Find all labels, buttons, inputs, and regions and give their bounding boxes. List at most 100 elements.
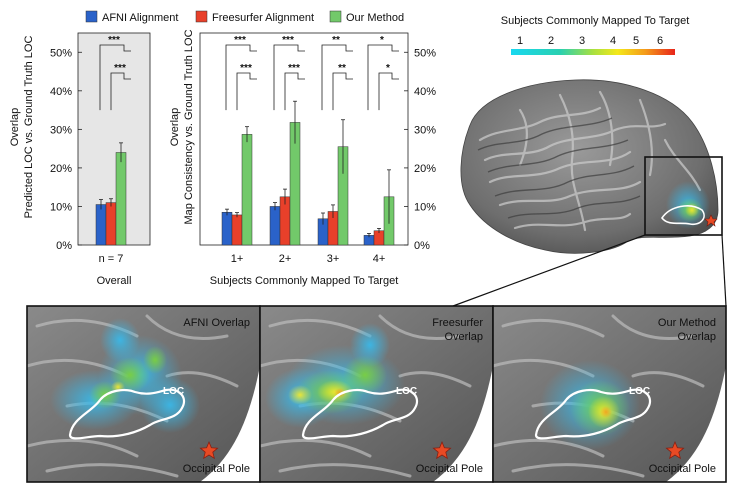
legend-label-afni: AFNI Alignment [102,12,178,24]
loc-roi-outline [68,388,186,440]
pole-label: Occipital Pole [649,463,716,475]
significance-label: ** [332,35,340,46]
x-tick-label: 2+ [279,253,292,265]
overlap-panel-afni: LOC [27,306,260,482]
bar-afni-alignment [221,211,233,246]
gyrus-line [493,438,605,458]
pole-label: Occipital Pole [183,463,250,475]
y-tick-label: 10% [50,201,72,213]
gyrus-line [260,438,372,458]
significance-label: *** [234,35,246,46]
gyrus-line [501,318,605,338]
gyrus-line [378,314,462,340]
significance-label: * [386,63,390,74]
bar-our-method [115,152,127,246]
bar-our-method [241,134,253,246]
colorbar-tick-3: 3 [579,35,585,47]
y-tick-label: 20% [414,163,436,175]
gyrus-line [278,463,412,478]
y-axis-label: Overlap [9,108,21,147]
activation-blob [288,385,312,405]
significance-label: *** [114,63,126,74]
colorbar-tick-1: 1 [517,35,523,47]
significance-label: *** [282,35,294,46]
legend-label-ours: Our Method [346,12,404,24]
significance-label: *** [108,35,120,46]
occipital-pole-star-icon [432,440,452,460]
y-tick-label: 50% [50,47,72,59]
activation-blob [600,406,612,418]
y-tick-label: 40% [50,86,72,98]
bar-freesurfer-alignment [105,202,117,246]
significance-bracket [367,44,399,111]
activation-blob [143,346,167,374]
colorbar-tick-5: 5 [633,35,639,47]
occipital-pole-star-icon [199,440,219,460]
bar-afni-alignment [95,204,107,246]
colorbar-tick-6: 6 [657,35,663,47]
gyrus-line [145,314,229,340]
y-axis-label: Map Consistency vs. Ground Truth LOC [183,29,195,224]
x-axis-label: Overall [97,275,132,287]
x-tick-label: 3+ [327,253,340,265]
y-tick-label: 30% [414,124,436,136]
gyrus-line [611,314,695,340]
zoom-indicator [452,156,727,307]
panel-title: Freesurfer [432,317,483,329]
significance-bracket [378,72,399,111]
significance-bracket [321,44,353,111]
y-tick-label: 10% [414,201,436,213]
legend-swatch-ours [329,10,342,23]
bar-freesurfer-alignment [231,214,243,246]
legend-swatch-freesurfer [195,10,208,23]
occipital-pole-star-icon [665,440,685,460]
colorbar: Subjects Commonly Mapped To Target 1 2 3… [501,15,690,55]
overlap-panel-ours: LOC [493,306,726,482]
colorbar-tick-2: 2 [548,35,554,47]
y-tick-label: 20% [50,163,72,175]
y-axis-label: Overlap [169,108,181,147]
activation-blob [140,377,200,433]
x-tick-label: 1+ [231,253,244,265]
overlap-panels: LOC AFNI Overlap Occipital Pole LOC Freesurf… [26,305,727,483]
loc-roi-outline [534,388,652,440]
y-tick-label: 0% [414,240,430,252]
panel-border [492,305,727,483]
x-tick-label: n = 7 [99,253,124,265]
plot-area [199,32,409,246]
gyrus-line [511,463,645,478]
overall-overlap-chart: 0% 10% 20% 30% 40% 50% Overlap Predicted LOC vs… [9,32,151,287]
significance-bracket [99,44,131,111]
significance-bracket [225,44,257,111]
colorbar-tick-4: 4 [610,35,616,47]
activation-blob [100,318,140,362]
legend-swatch-afni [85,10,98,23]
significance-bracket [236,72,257,111]
significance-bracket [284,72,305,111]
loc-roi-outline [301,388,419,440]
significance-bracket [273,44,305,111]
roi-label: LOC [163,386,184,397]
y-tick-label: 40% [414,86,436,98]
panel-title: Overlap [677,331,716,343]
gyrus-line [631,371,705,388]
gyrus-line [27,438,139,458]
pole-label: Occipital Pole [416,463,483,475]
colorbar-title: Subjects Commonly Mapped To Target [501,15,690,27]
roi-label: LOC [629,386,650,397]
significance-bracket [332,72,353,111]
brain-hemisphere-image [460,79,719,254]
map-consistency-chart: 0% 10% 20% 30% 40% 50% Overlap Map Consistency … [169,29,436,287]
x-axis-label: Subjects Commonly Mapped To Target [210,275,399,287]
legend-label-freesurfer: Freesurfer Alignment [212,12,314,24]
y-axis-label: Predicted LOC vs. Ground Truth LOC [23,36,35,219]
y-tick-label: 50% [414,47,436,59]
overlap-panel-freesurfer: LOC [260,306,493,482]
significance-bracket [110,72,131,111]
y-tick-label: 0% [56,240,72,252]
panel-title: Our Method [658,317,716,329]
x-tick-label: 4+ [373,253,386,265]
significance-label: *** [240,63,252,74]
bar-afni-alignment [269,206,281,246]
